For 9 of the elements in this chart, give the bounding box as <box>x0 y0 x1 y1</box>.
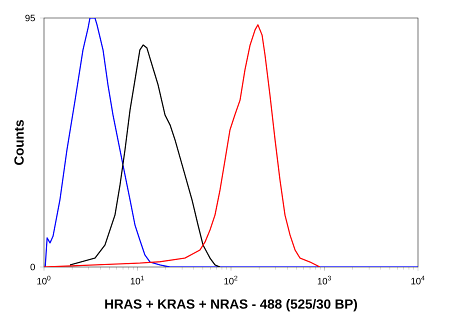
x-tick-label: 10$^{1}$ <box>130 276 144 284</box>
y-axis-title: Counts <box>14 120 24 165</box>
y-tick-label: 95 <box>25 14 35 22</box>
y-tick-label: 0 <box>30 264 35 270</box>
x-tick-label: 10$^{2}$ <box>224 276 238 284</box>
x-tick-label: 10$^{3}$ <box>318 276 331 284</box>
x-axis-title: HRAS + KRAS + NRAS - 488 (525/30 BP) <box>105 298 358 312</box>
x-tick-label: 10$^{4}$ <box>411 276 425 284</box>
x-tick-label: 10$^{0}$ <box>37 276 50 284</box>
